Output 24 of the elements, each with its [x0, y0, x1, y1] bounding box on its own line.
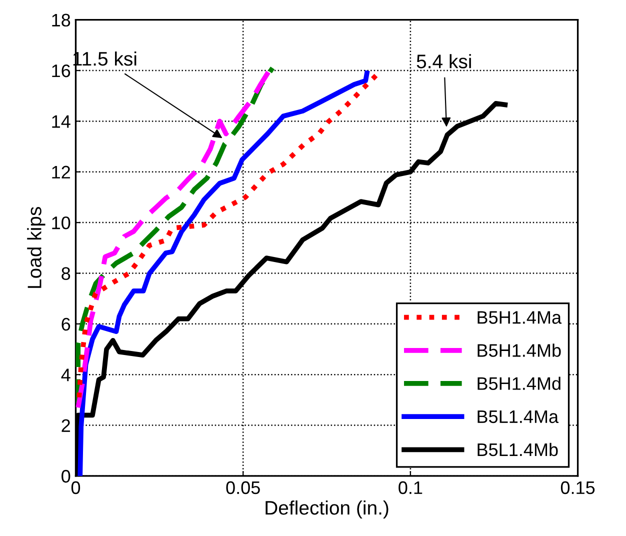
x-tick-label: 0.15 — [560, 481, 595, 494]
y-tick-label: 0 — [62, 470, 70, 483]
x-axis-title: Deflection (in.) — [266, 500, 388, 519]
y-tick-label: 6 — [62, 318, 70, 331]
y-tick-label: 10 — [52, 216, 70, 230]
legend-label: B5H1.4Md — [478, 376, 560, 390]
x-tick-label: 0.05 — [226, 481, 260, 494]
y-tick-label: 12 — [52, 166, 70, 178]
y-tick-label: 16 — [52, 64, 70, 78]
legend-label: B5H1.4Mb — [478, 344, 561, 357]
annotation: 5.4 ksi — [416, 54, 471, 68]
y-tick-label: 18 — [52, 14, 70, 27]
x-tick-label: 0 — [71, 481, 80, 494]
y-tick-label: 14 — [52, 115, 70, 128]
line-series — [78, 70, 370, 476]
x-tick-label: 0.1 — [398, 481, 422, 494]
legend-label: B5H1.4Ma — [478, 311, 562, 324]
y-tick-label: 4 — [61, 368, 70, 382]
y-axis-title: Load kips — [27, 206, 46, 288]
y-tick-label: 8 — [62, 267, 70, 280]
y-tick-label: 2 — [62, 419, 70, 432]
legend-label: B5L1.4Ma — [478, 410, 559, 424]
legend-label: B5L1.4Mb — [478, 442, 558, 456]
line-series — [76, 73, 378, 400]
